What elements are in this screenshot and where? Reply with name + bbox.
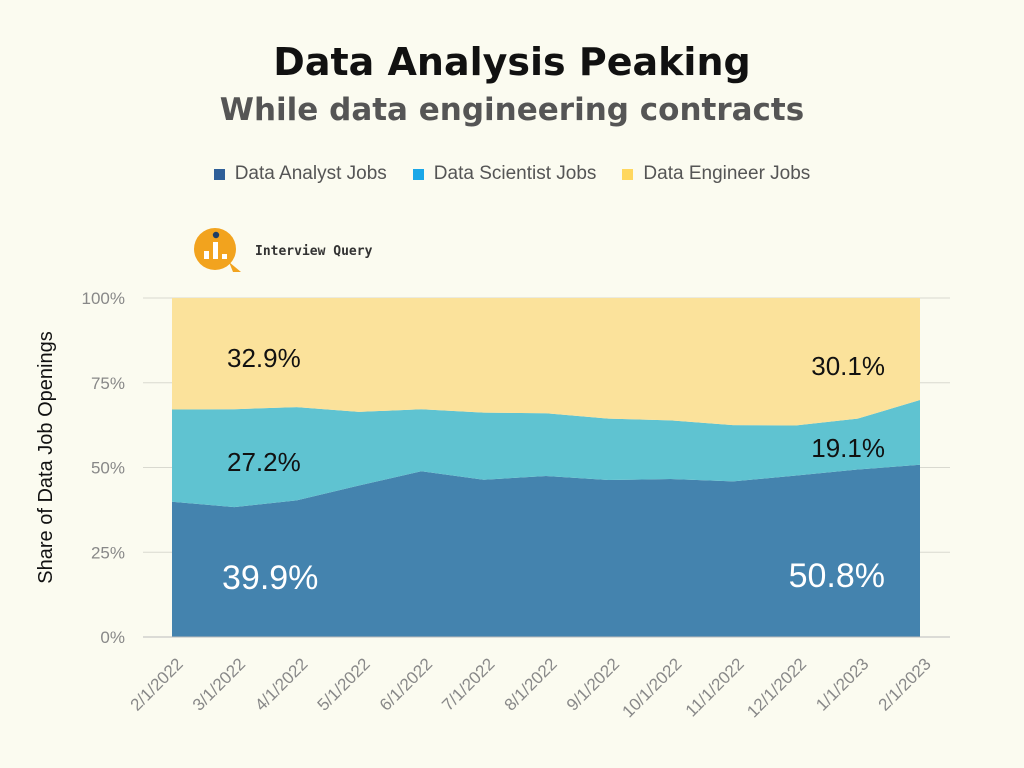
y-axis-label: Share of Data Job Openings <box>35 331 57 583</box>
brand-name: Interview Query <box>255 243 373 259</box>
legend-item-scientist: Data Scientist Jobs <box>412 163 597 185</box>
legend: Data Analyst Jobs Data Scientist Jobs Da… <box>0 163 1024 185</box>
x-tick-label: 11/1/2022 <box>682 654 748 720</box>
data-label-analyst-start: 39.9% <box>222 559 318 597</box>
chart-title: Data Analysis Peaking <box>273 40 751 84</box>
legend-label-engineer: Data Engineer Jobs <box>643 163 811 184</box>
area-analyst <box>172 464 920 637</box>
interview-query-logo-icon <box>194 228 241 272</box>
data-label-engineer-end: 30.1% <box>811 351 885 381</box>
legend-label-analyst: Data Analyst Jobs <box>234 163 387 184</box>
legend-swatch-engineer <box>622 168 634 180</box>
y-tick-label: 100% <box>82 289 125 308</box>
x-tick-label: 4/1/2022 <box>251 654 311 714</box>
x-tick-label: 5/1/2022 <box>314 654 374 714</box>
data-label-scientist-start: 27.2% <box>227 447 301 477</box>
y-tick-label: 25% <box>91 543 125 562</box>
data-label-engineer-start: 32.9% <box>227 343 301 373</box>
x-tick-label: 10/1/2022 <box>619 654 686 721</box>
x-tick-label: 12/1/2022 <box>743 654 810 721</box>
chart-subtitle: While data engineering contracts <box>219 92 805 128</box>
x-tick-label: 2/1/2023 <box>875 654 935 714</box>
brand-logo: Interview Query <box>193 228 372 274</box>
x-tick-label: 8/1/2022 <box>501 654 561 714</box>
legend-swatch-analyst <box>213 168 225 180</box>
y-tick-label: 75% <box>91 374 125 393</box>
y-tick-label: 50% <box>91 459 125 478</box>
x-tick-label: 9/1/2022 <box>563 654 623 714</box>
legend-item-analyst: Data Analyst Jobs <box>213 163 387 185</box>
area-scientist <box>172 400 920 508</box>
y-tick-label: 0% <box>100 628 125 647</box>
data-label-scientist-end: 19.1% <box>811 433 885 463</box>
legend-label-scientist: Data Scientist Jobs <box>433 163 597 184</box>
area-engineer <box>172 298 920 426</box>
data-label-analyst-end: 50.8% <box>789 557 885 595</box>
legend-item-engineer: Data Engineer Jobs <box>622 163 810 185</box>
x-tick-label: 2/1/2022 <box>127 654 187 714</box>
x-tick-label: 7/1/2022 <box>438 654 498 714</box>
x-tick-label: 1/1/2023 <box>812 654 872 714</box>
x-tick-label: 6/1/2022 <box>376 654 436 714</box>
x-tick-label: 3/1/2022 <box>189 654 249 714</box>
legend-swatch-scientist <box>412 168 424 180</box>
